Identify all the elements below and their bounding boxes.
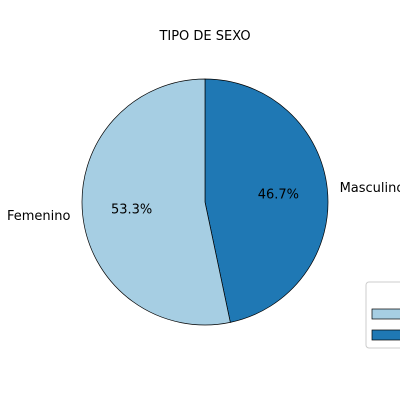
- legend-swatch-1: [371, 308, 400, 320]
- pie-slices: [81, 78, 329, 326]
- slice-pct-masculino: 46.7%: [258, 187, 299, 202]
- slice-label-femenino: Femenino: [7, 209, 71, 224]
- legend: [365, 281, 400, 349]
- slice-pct-femenino: 53.3%: [111, 203, 152, 218]
- pie-labels: Masculino 46.7% Femenino 53.3%: [7, 181, 400, 224]
- slice-label-masculino: Masculino: [340, 181, 400, 196]
- pie-slice-masculino: [204, 78, 329, 323]
- pie-slice-femenino: [81, 78, 231, 326]
- chart-title: TIPO DE SEXO: [158, 29, 250, 44]
- legend-swatch-2: [371, 329, 400, 341]
